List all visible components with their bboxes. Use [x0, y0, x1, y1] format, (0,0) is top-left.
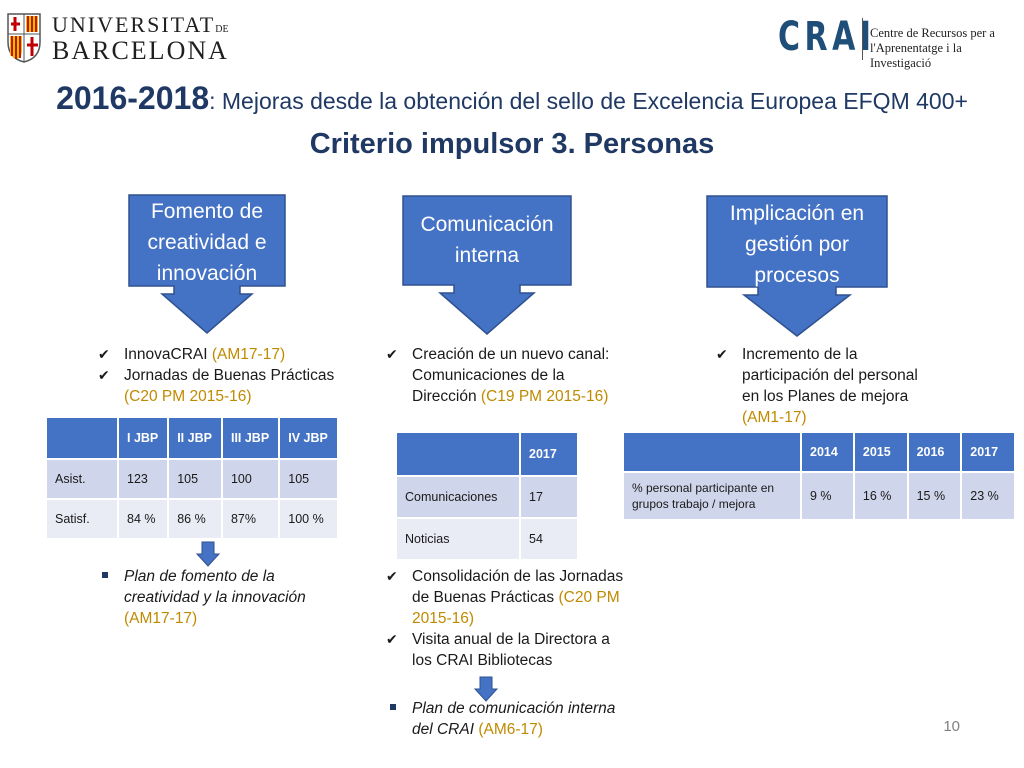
table-cell: 86 %	[167, 498, 223, 540]
table-cell: 54	[519, 517, 579, 561]
col1-plan: Plan de fomento de la creatividad y la i…	[88, 566, 348, 629]
table-cell: 123	[116, 458, 170, 500]
table-header-cell: III JBP	[220, 416, 281, 460]
down-arrow-callout-shape	[128, 194, 286, 334]
table-cell: 100	[220, 458, 281, 500]
checkmark-icon: ✔	[386, 568, 398, 584]
table-header-row: 2014 2015 2016 2017	[622, 431, 1016, 473]
table-header-cell: 2017	[960, 431, 1016, 473]
checkmark-icon: ✔	[716, 346, 728, 362]
jbp-table: I JBP II JBP III JBP IV JBP Asist. 123 1…	[45, 416, 339, 540]
down-arrow-callout-shape	[402, 195, 572, 335]
callout-implicacion-procesos: Implicación en gestión por procesos	[706, 195, 888, 337]
table-cell: 105	[167, 458, 223, 500]
table-cell: % personal participante en grupos trabaj…	[622, 471, 802, 521]
slide-subtitle: Criterio impulsor 3. Personas	[309, 128, 715, 160]
list-item: ✔ Consolidación de las Jornadas de Buenas…	[386, 568, 624, 627]
comunicaciones-table: 2017 Comunicaciones 17 Noticias 54	[395, 431, 579, 561]
crai-logo: CRAI Centre de Recursos per a l'Aprenent…	[774, 14, 1019, 70]
table-cell: Noticias	[395, 517, 521, 561]
table-cell: 15 %	[906, 471, 963, 521]
table-header-cell: 2014	[800, 431, 855, 473]
crai-wordmark: CRAI	[778, 14, 876, 60]
col2-list: ✔ Creación de un nuevo canal: Comunicacio…	[376, 344, 626, 407]
table-header-cell: IV JBP	[278, 416, 339, 460]
list-item: ✔ InnovaCRAI (AM17-17)	[98, 346, 286, 363]
table-row: Satisf. 84 % 86 % 87% 100 %	[45, 498, 339, 540]
page-number: 10	[943, 718, 960, 735]
table-cell: 9 %	[800, 471, 855, 521]
down-arrow-icon	[474, 676, 498, 702]
checkmark-icon: ✔	[386, 631, 398, 647]
table-cell: Asist.	[45, 458, 119, 500]
table-header-row: 2017	[395, 431, 579, 477]
col1-list: ✔ InnovaCRAI (AM17-17) ✔ Jornadas de Buena…	[88, 344, 358, 407]
table-cell: 87%	[220, 498, 281, 540]
list-item: ✔ Creación de un nuevo canal: Comunicacio…	[386, 346, 610, 405]
list-item: Plan de fomento de la creatividad y la i…	[88, 566, 348, 629]
table-header-cell: 2017	[519, 431, 579, 477]
table-row: Comunicaciones 17	[395, 475, 579, 519]
table-header-cell: II JBP	[167, 416, 223, 460]
col2-list-2: ✔ Consolidación de las Jornadas de Buenas…	[376, 566, 626, 671]
ub-name-line2: BARCELONA	[52, 36, 229, 65]
down-arrow-callout-shape	[706, 195, 888, 337]
checkmark-icon: ✔	[98, 346, 110, 362]
list-item: ✔ Jornadas de Buenas Prácticas (C20 PM 20…	[98, 367, 335, 405]
table-header-cell: 2016	[906, 431, 963, 473]
checkmark-icon: ✔	[386, 346, 398, 362]
callout-comunicacion-interna: Comunicación interna	[402, 195, 572, 335]
col2-plan: Plan de comunicación interna del CRAI (A…	[376, 698, 626, 740]
table-header-cell: 2015	[852, 431, 909, 473]
square-bullet-icon	[390, 704, 396, 710]
table-cell: Satisf.	[45, 498, 119, 540]
table-cell: 105	[278, 458, 339, 500]
square-bullet-icon	[102, 572, 108, 578]
list-item: Plan de comunicación interna del CRAI (A…	[376, 698, 626, 740]
list-item: ✔ Incremento de la participación del pers…	[716, 346, 918, 426]
table-header-row: I JBP II JBP III JBP IV JBP	[45, 416, 339, 460]
table-header-cell	[622, 431, 802, 473]
universitat-barcelona-logo: UNIVERSITATDE BARCELONA	[6, 8, 229, 66]
table-cell: 23 %	[960, 471, 1016, 521]
table-cell: Comunicaciones	[395, 475, 521, 519]
checkmark-icon: ✔	[98, 367, 110, 383]
participacion-table: 2014 2015 2016 2017 % personal participa…	[622, 431, 1016, 521]
table-cell: 100 %	[278, 498, 339, 540]
table-header-cell	[395, 431, 521, 477]
ub-shield-icon	[7, 13, 41, 63]
down-arrow-icon	[196, 541, 220, 567]
table-cell: 16 %	[852, 471, 909, 521]
table-row: % personal participante en grupos trabaj…	[622, 471, 1016, 521]
table-header-cell: I JBP	[116, 416, 170, 460]
table-header-cell	[45, 416, 119, 460]
table-row: Asist. 123 105 100 105	[45, 458, 339, 500]
table-cell: 17	[519, 475, 579, 519]
table-row: Noticias 54	[395, 517, 579, 561]
col3-list: ✔ Incremento de la participación del pers…	[706, 344, 936, 428]
crai-separator	[862, 18, 863, 60]
slide-title: 2016-2018: Mejoras desde la obtención de…	[56, 80, 968, 116]
ub-name-line1: UNIVERSITATDE	[52, 12, 229, 37]
list-item: ✔ Visita anual de la Directora a los CRAI…	[386, 631, 610, 669]
callout-fomento-creatividad: Fomento de creatividad e innovación	[128, 194, 286, 334]
table-cell: 84 %	[116, 498, 170, 540]
crai-subtitle: Centre de Recursos per a l'Aprenentatge …	[870, 26, 995, 70]
